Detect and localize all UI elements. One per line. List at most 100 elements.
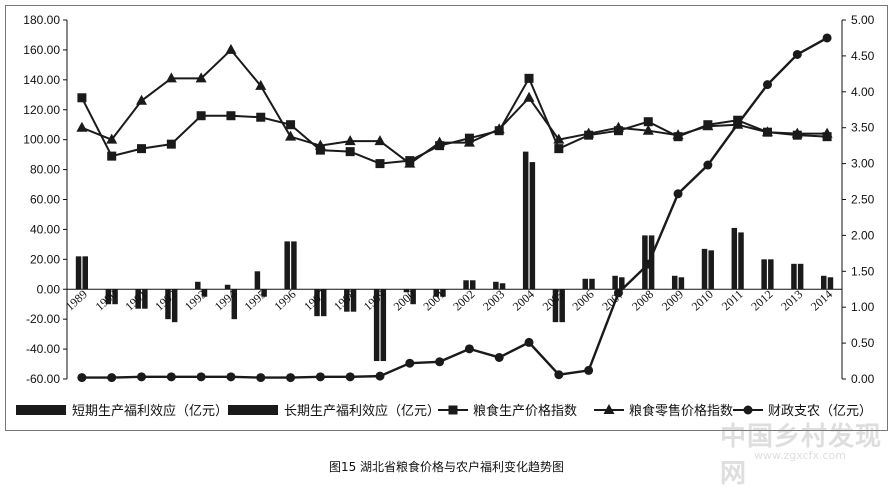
left-tick-label: 40.00 (30, 222, 60, 236)
short-term-bar (522, 151, 529, 290)
retail-price-point (523, 91, 535, 102)
chart-svg: 180.00 160.00 140.00 120.00 100.00 80.00 60.00… (16, 13, 875, 419)
long-term-bar (112, 289, 118, 305)
fiscal-support-point (554, 370, 564, 380)
left-tick-label: 60.00 (30, 193, 60, 207)
short-term-bar (612, 275, 618, 290)
long-term-bar (320, 289, 327, 317)
fiscal-support-point (673, 189, 683, 199)
chart-frame: 180.00 160.00 140.00 120.00 100.00 80.00 60.00… (5, 5, 888, 431)
retail-price-point (195, 72, 207, 83)
fiscal-support-point (166, 372, 176, 382)
long-term-bar (797, 263, 804, 290)
legend-label: 长期生产福利效应（亿元） (284, 403, 440, 419)
fiscal-support-point (822, 33, 832, 43)
short-term-bar (254, 271, 261, 290)
long-term-bar (678, 277, 685, 290)
fiscal-support-point (196, 372, 206, 382)
retail-price-point (225, 43, 237, 54)
long-term-bar (410, 289, 416, 305)
short-term-bar (224, 284, 231, 290)
left-tick-label: 180.00 (23, 13, 60, 27)
short-term-bar (344, 289, 350, 312)
left-tick-label: 80.00 (30, 163, 60, 177)
long-term-bar (82, 256, 89, 290)
left-tick-label: 140.00 (23, 73, 60, 87)
long-term-bar (231, 289, 238, 320)
fiscal-support-point (375, 371, 385, 381)
long-term-bar (738, 232, 744, 290)
fiscal-support-point (524, 337, 534, 347)
short-term-bar (701, 248, 708, 290)
fiscal-support-point (256, 373, 266, 383)
legend-bar-swatch (16, 405, 66, 415)
watermark-text: 中国乡村发现网 (720, 422, 883, 489)
retail-price-point (404, 157, 416, 168)
left-tick-label: 20.00 (30, 252, 60, 266)
legend-label: 粮食零售价格指数 (629, 403, 733, 419)
fiscal-support-point (584, 365, 594, 375)
long-term-bar (350, 289, 357, 312)
fiscal-support-point (226, 372, 236, 382)
short-term-bar (552, 289, 559, 323)
short-term-bar (75, 256, 82, 290)
x-tick-label: 2002 (450, 287, 477, 313)
right-tick-label: 2.50 (851, 193, 875, 207)
right-tick-label: 5.00 (851, 13, 875, 27)
retail-price-line (81, 48, 828, 165)
fiscal-support-point (137, 372, 147, 382)
retail-price-point (76, 121, 88, 132)
fiscal-support-point (703, 160, 713, 170)
lines-layer (76, 33, 833, 383)
x-tick-label: 2012 (748, 287, 775, 313)
long-term-bar (291, 241, 297, 290)
production-price-point (643, 117, 653, 127)
short-term-bar (671, 275, 678, 290)
x-tick-label: 2011 (719, 287, 746, 313)
retail-price-point (165, 72, 177, 83)
production-price-point (286, 120, 296, 130)
right-tick-label: 0.00 (851, 372, 875, 386)
x-tick-label: 2004 (510, 287, 537, 313)
retail-price-point (761, 126, 773, 137)
production-price-point (107, 151, 117, 161)
fiscal-support-point (733, 119, 743, 129)
left-tick-label: 100.00 (23, 133, 60, 147)
long-term-bar (171, 289, 178, 323)
legend-marker (743, 405, 753, 415)
production-price-point (345, 147, 355, 157)
retail-price-point (314, 139, 326, 150)
bars-layer (75, 151, 834, 362)
fiscal-support-point (107, 373, 117, 383)
legend: 短期生产福利效应（亿元） 长期生产福利效应（亿元） 粮食生产价格指数 粮食零售价格指数… (16, 403, 872, 419)
short-term-bar (284, 241, 290, 290)
retail-price-point (791, 127, 803, 138)
production-price-point (166, 139, 176, 149)
x-tick-label: 2010 (689, 287, 716, 313)
axes-layer: 180.00 160.00 140.00 120.00 100.00 80.00 60.00… (23, 13, 874, 386)
retail-price-point (374, 135, 386, 146)
retail-price-point (493, 123, 505, 134)
long-term-bar (827, 277, 834, 290)
x-tick-label: 1996 (271, 287, 298, 313)
short-term-bar (791, 263, 797, 290)
fiscal-support-point (613, 288, 623, 298)
retail-price-point (255, 79, 267, 90)
long-term-bar (380, 289, 387, 362)
fiscal-support-point (286, 373, 296, 383)
short-term-bar (433, 289, 439, 297)
short-term-bar (403, 289, 410, 293)
long-term-bar (619, 277, 625, 290)
fiscal-support-point (405, 358, 415, 368)
fiscal-support-point (345, 372, 355, 382)
short-term-bar (820, 275, 827, 290)
production-price-point (196, 111, 206, 121)
short-term-bar (135, 289, 141, 309)
fiscal-support-point (435, 357, 445, 367)
production-price-point (137, 144, 147, 154)
production-price-point (524, 73, 534, 83)
watermark: 中国乡村发现网 www.zgxcfx.com (720, 416, 885, 489)
right-tick-label: 3.00 (851, 157, 875, 171)
legend-marker (448, 405, 458, 415)
fiscal-support-point (464, 344, 474, 354)
